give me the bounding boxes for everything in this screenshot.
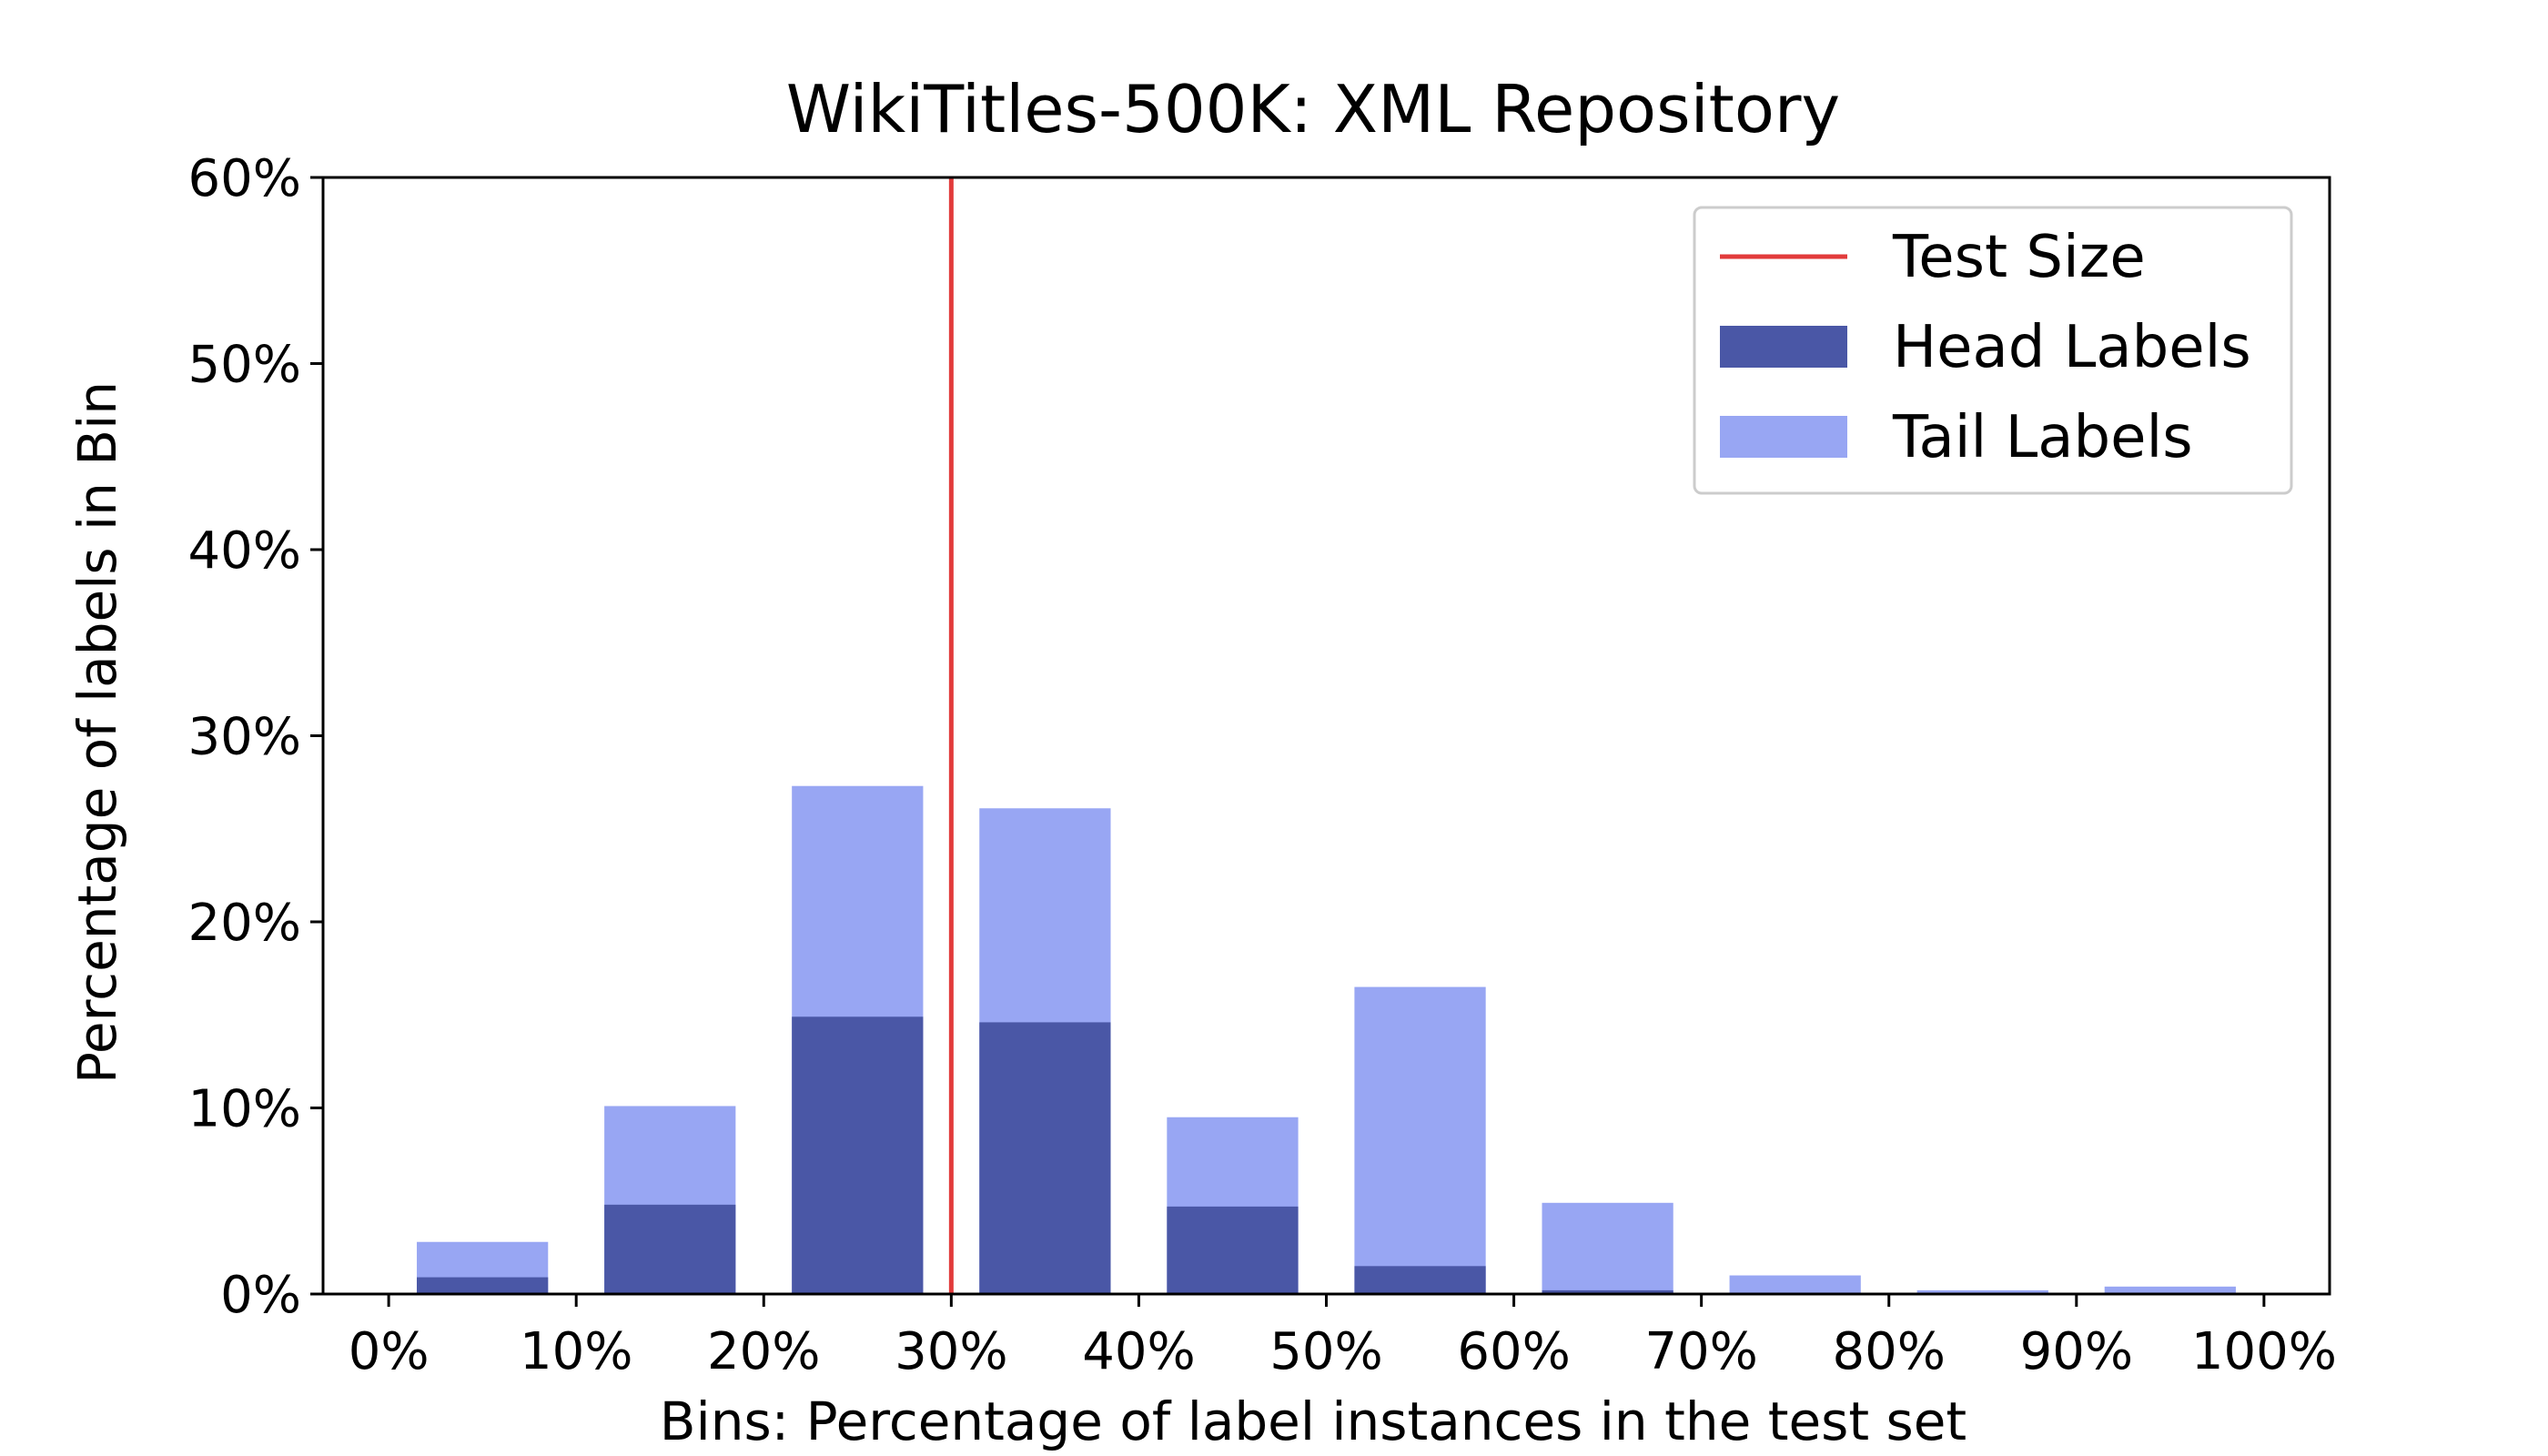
tail-labels-bar-7 xyxy=(1729,1275,1861,1294)
legend-label-tail-labels: Tail Labels xyxy=(1892,404,2193,471)
tail-labels-bar-6 xyxy=(1542,1202,1673,1294)
y-tick-label: 60% xyxy=(188,149,301,208)
x-tick-label: 100% xyxy=(2191,1322,2337,1381)
x-tick-label: 50% xyxy=(1269,1322,1382,1381)
tail-labels-bar-8 xyxy=(1916,1289,2048,1294)
head-labels-bar-4 xyxy=(1167,1206,1299,1294)
tail-labels-bar-9 xyxy=(2104,1286,2236,1294)
x-tick-label: 80% xyxy=(1832,1322,1945,1381)
legend-swatch-head-labels xyxy=(1720,326,1847,368)
legend-label-head-labels: Head Labels xyxy=(1893,314,2251,381)
head-labels-bar-1 xyxy=(604,1204,736,1294)
x-tick-label: 90% xyxy=(2020,1322,2133,1381)
head-labels-bar-5 xyxy=(1354,1266,1486,1294)
y-tick-label: 40% xyxy=(188,521,301,581)
head-labels-bar-6 xyxy=(1542,1289,1673,1294)
x-tick-label: 70% xyxy=(1644,1322,1757,1381)
x-tick-label: 20% xyxy=(707,1322,820,1381)
y-tick-label: 20% xyxy=(188,894,301,953)
y-tick-label: 0% xyxy=(220,1266,301,1325)
x-tick-label: 10% xyxy=(520,1322,632,1381)
x-tick-label: 40% xyxy=(1082,1322,1195,1381)
tail-labels-bar-5 xyxy=(1354,986,1486,1294)
legend-label-test-size: Test Size xyxy=(1892,224,2146,291)
legend-swatch-tail-labels xyxy=(1720,416,1847,458)
x-tick-label: 60% xyxy=(1457,1322,1570,1381)
legend: Test Size Head Labels Tail Labels xyxy=(1693,206,2293,495)
x-tick-label: 0% xyxy=(349,1322,430,1381)
x-tick-label: 30% xyxy=(895,1322,1007,1381)
chart-title: WikiTitles-500K: XML Repository xyxy=(786,71,1840,147)
y-tick-label: 50% xyxy=(188,336,301,395)
y-axis-ticks: 0% 10% 20% 30% 40% 50% 60% xyxy=(188,149,323,1325)
bars-layer xyxy=(417,785,2236,1294)
y-tick-label: 10% xyxy=(188,1080,301,1139)
head-labels-bar-0 xyxy=(417,1277,549,1294)
x-axis-label: Bins: Percentage of label instances in t… xyxy=(660,1390,1967,1452)
head-labels-bar-3 xyxy=(979,1022,1111,1294)
head-labels-bar-2 xyxy=(792,1016,924,1294)
x-axis-ticks: 0% 10% 20% 30% 40% 50% 60% 70% 80% 90% 100% xyxy=(349,1294,2337,1381)
y-tick-label: 30% xyxy=(188,708,301,767)
y-axis-label: Percentage of labels in Bin xyxy=(66,381,128,1084)
